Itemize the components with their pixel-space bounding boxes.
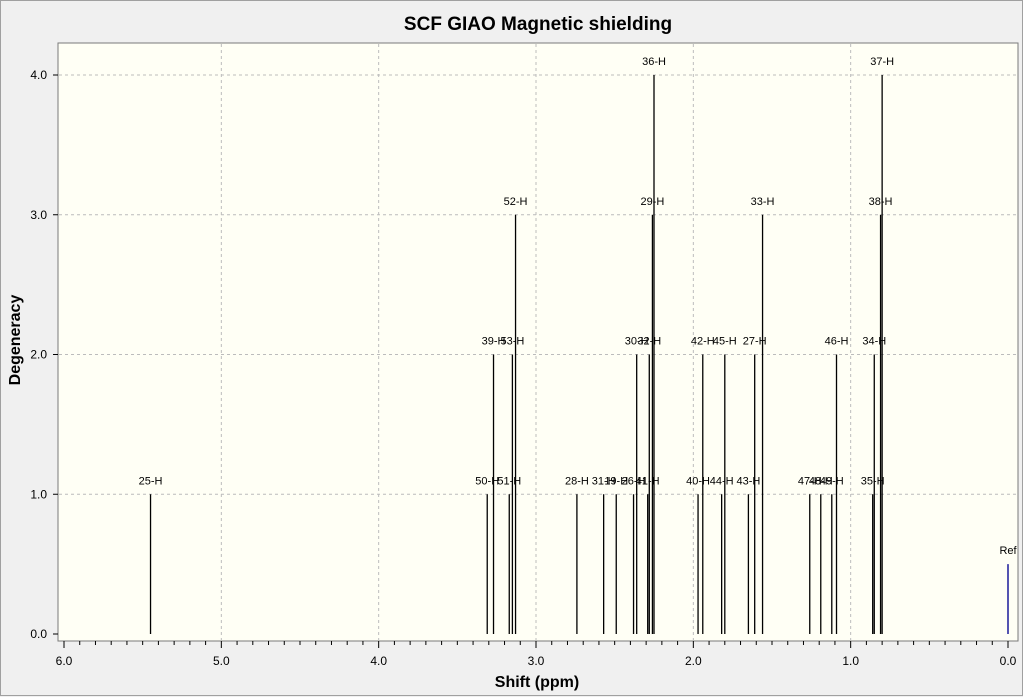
y-tick-label: 3.0	[30, 208, 47, 222]
peak-label: 33-H	[751, 196, 775, 208]
peak-label: 49-H	[820, 475, 844, 487]
peak-label: 48-H	[809, 475, 833, 487]
x-axis-title: Shift (ppm)	[495, 674, 579, 691]
peak-label: 25-H	[139, 475, 163, 487]
y-tick-label: 1.0	[30, 487, 47, 501]
peak-label: 29-H	[641, 196, 665, 208]
peak-label: 45-H	[713, 336, 737, 348]
peak-label: 39-H	[482, 336, 506, 348]
peak-label: 31-H	[592, 475, 616, 487]
y-tick-label: 4.0	[30, 68, 47, 82]
peak-label: 26-H	[622, 475, 646, 487]
x-tick-label: 1.0	[842, 654, 859, 668]
peak-label: 44-H	[710, 475, 734, 487]
peak-label: 38-H	[869, 196, 893, 208]
peak-label: 30-H	[625, 336, 649, 348]
peak-label: 47-H	[798, 475, 822, 487]
reference-label: Ref	[999, 545, 1017, 557]
peak-label: 51-H	[497, 475, 521, 487]
peak-label: 32-H	[637, 336, 661, 348]
y-tick-label: 2.0	[30, 348, 47, 362]
x-tick-label: 0.0	[1000, 654, 1017, 668]
peak-label: 37-H	[870, 56, 894, 68]
peak-label: 19-H	[604, 475, 628, 487]
peak-label: 42-H	[691, 336, 715, 348]
y-axis-title: Degeneracy	[7, 295, 24, 386]
peak-label: 46-H	[825, 336, 849, 348]
x-tick-label: 3.0	[528, 654, 545, 668]
peak-label: 35-H	[861, 475, 885, 487]
peak-label: 36-H	[642, 56, 666, 68]
peak-label: 27-H	[743, 336, 767, 348]
axes: 0.0 1.0 2.0 3.0 4.0 6.0 5.0 4.0 3.0 2.0 1.0 0.0	[30, 68, 1016, 668]
peak-label: 43-H	[736, 475, 760, 487]
y-tick-label: 0.0	[30, 627, 47, 641]
grid-lines	[59, 44, 1017, 640]
x-tick-label: 2.0	[685, 654, 702, 668]
peak-label: 41-H	[636, 475, 660, 487]
x-tick-label: 6.0	[56, 654, 73, 668]
x-tick-label: 5.0	[213, 654, 230, 668]
peaks: 25-H 50-H 39-H 51-H 53-H 52-H 28-H 31-H19-H26-H…	[139, 56, 1017, 634]
peak-label: 40-H	[686, 475, 710, 487]
peak-label: 28-H	[565, 475, 589, 487]
plot-area	[57, 42, 1019, 642]
peak-label: 50-H	[475, 475, 499, 487]
x-tick-label: 4.0	[370, 654, 387, 668]
peak-label: 52-H	[504, 196, 528, 208]
chart-title: SCF GIAO Magnetic shielding	[404, 14, 672, 35]
peak-label: 53-H	[500, 336, 524, 348]
